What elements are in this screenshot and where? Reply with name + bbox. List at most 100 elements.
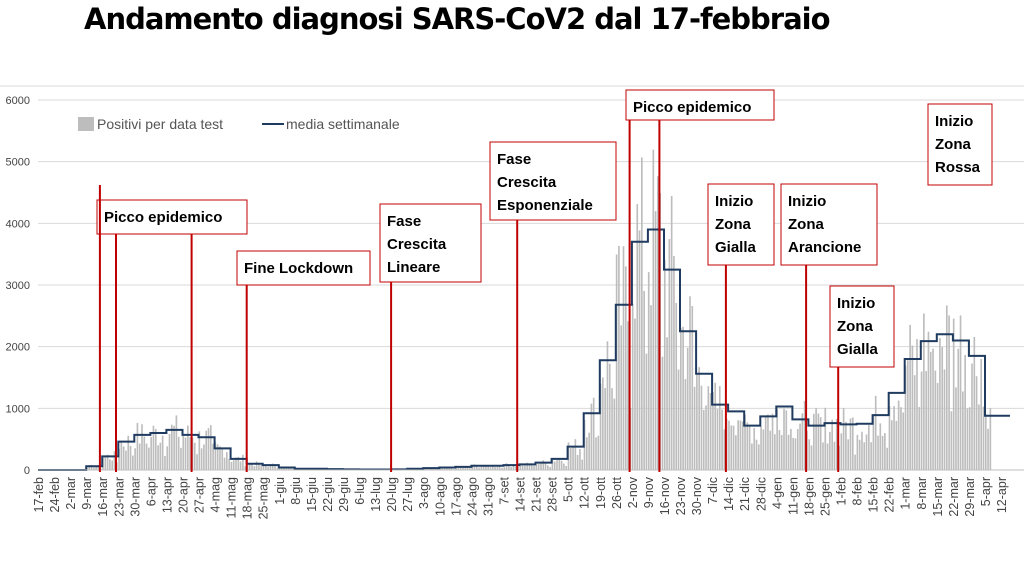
daily-bar <box>547 465 549 470</box>
daily-bar <box>95 466 97 470</box>
daily-bar <box>785 410 788 470</box>
daily-bar <box>223 457 226 470</box>
x-tick-label: 1-mar <box>899 477 913 510</box>
daily-bar <box>514 466 517 470</box>
daily-bar <box>774 434 776 470</box>
x-tick-label: 7-set <box>498 476 512 504</box>
y-tick-label: 5000 <box>6 157 30 169</box>
daily-bar <box>730 425 733 470</box>
daily-bar <box>106 454 109 470</box>
x-tick-label: 11-mag <box>225 477 239 519</box>
daily-bar <box>682 326 684 470</box>
daily-bar <box>90 464 93 470</box>
daily-bar <box>203 444 205 470</box>
daily-bar <box>801 413 804 470</box>
daily-bar <box>959 315 962 470</box>
daily-bar <box>751 443 753 470</box>
y-tick-label: 6000 <box>6 95 30 107</box>
daily-bar <box>544 462 547 470</box>
daily-bar <box>714 382 717 470</box>
daily-bar <box>471 466 473 470</box>
daily-bar <box>952 318 955 470</box>
daily-bar <box>235 457 237 470</box>
daily-bar <box>242 454 244 470</box>
daily-bar <box>482 465 485 470</box>
daily-bar <box>847 439 850 470</box>
daily-bar <box>145 443 148 470</box>
daily-bar <box>200 448 203 470</box>
daily-bar <box>925 371 927 470</box>
annotation-label: Picco epidemico <box>633 99 751 116</box>
x-tick-label: 4-gen <box>770 477 784 509</box>
daily-bar <box>845 421 847 470</box>
daily-bar <box>503 467 506 470</box>
daily-bar <box>88 465 91 470</box>
x-tick-label: 24-feb <box>48 477 62 512</box>
daily-bar <box>141 424 143 470</box>
daily-bar <box>212 443 214 470</box>
daily-bar <box>657 176 659 470</box>
annotation-label: Fase <box>387 213 421 230</box>
daily-bar <box>505 463 508 470</box>
legend: Positivi per data test media settimanale <box>78 116 400 132</box>
daily-bar <box>134 448 136 470</box>
daily-bar <box>173 425 175 470</box>
daily-bar <box>737 420 739 470</box>
daily-bar <box>975 376 978 470</box>
daily-bar <box>957 348 960 470</box>
x-tick-label: 23-nov <box>674 476 688 515</box>
daily-bar <box>831 419 833 470</box>
daily-bar <box>592 397 595 470</box>
daily-bar <box>125 450 127 470</box>
daily-bar <box>489 467 492 470</box>
x-tick-label: 20-lug <box>385 477 399 512</box>
daily-bar <box>973 336 976 470</box>
daily-bar <box>833 441 836 470</box>
daily-bar <box>884 433 886 470</box>
daily-bar <box>193 442 196 470</box>
daily-bar <box>549 466 551 470</box>
x-tick-label: 7-dic <box>706 477 720 504</box>
daily-bar <box>691 306 694 470</box>
x-tick-label: 13-lug <box>369 477 383 512</box>
x-tick-label: 19-ott <box>594 476 608 508</box>
daily-bar <box>732 425 735 470</box>
daily-bar <box>757 444 760 470</box>
y-tick-label: 4000 <box>6 218 30 230</box>
daily-bar <box>647 272 650 470</box>
x-tick-label: 14-dic <box>722 477 736 511</box>
daily-bar <box>572 446 574 470</box>
daily-bar <box>157 445 159 470</box>
daily-bar <box>767 414 769 470</box>
daily-bar <box>826 443 829 470</box>
daily-bar <box>932 348 934 470</box>
x-tick-label: 12-apr <box>995 477 1009 513</box>
daily-bar <box>645 353 648 470</box>
daily-bar <box>792 437 794 470</box>
daily-bar <box>216 444 219 470</box>
daily-bar <box>450 467 453 470</box>
daily-bar <box>728 420 730 470</box>
daily-bar <box>606 341 609 470</box>
daily-bar <box>980 359 983 470</box>
daily-bar <box>189 437 191 470</box>
daily-bar <box>890 420 893 470</box>
daily-bar <box>666 337 668 470</box>
daily-bar <box>817 413 820 470</box>
x-tick-label: 1-giu <box>273 477 287 505</box>
daily-bar <box>248 463 251 470</box>
x-tick-label: 25-gen <box>819 477 833 516</box>
daily-bar <box>735 435 737 470</box>
daily-bar <box>97 464 100 470</box>
x-tick-label: 26-ott <box>610 476 624 508</box>
x-tick-label: 22-giu <box>321 477 335 512</box>
daily-bar <box>874 395 877 470</box>
daily-bar <box>943 369 946 470</box>
daily-bar <box>760 426 762 470</box>
daily-bar <box>680 328 682 470</box>
daily-bar <box>923 313 925 470</box>
daily-bar <box>542 460 545 470</box>
x-tick-label: 17-feb <box>32 477 46 512</box>
daily-bar <box>281 467 283 470</box>
chart-title: Andamento diagnosi SARS-CoV2 dal 17-febb… <box>84 2 831 36</box>
